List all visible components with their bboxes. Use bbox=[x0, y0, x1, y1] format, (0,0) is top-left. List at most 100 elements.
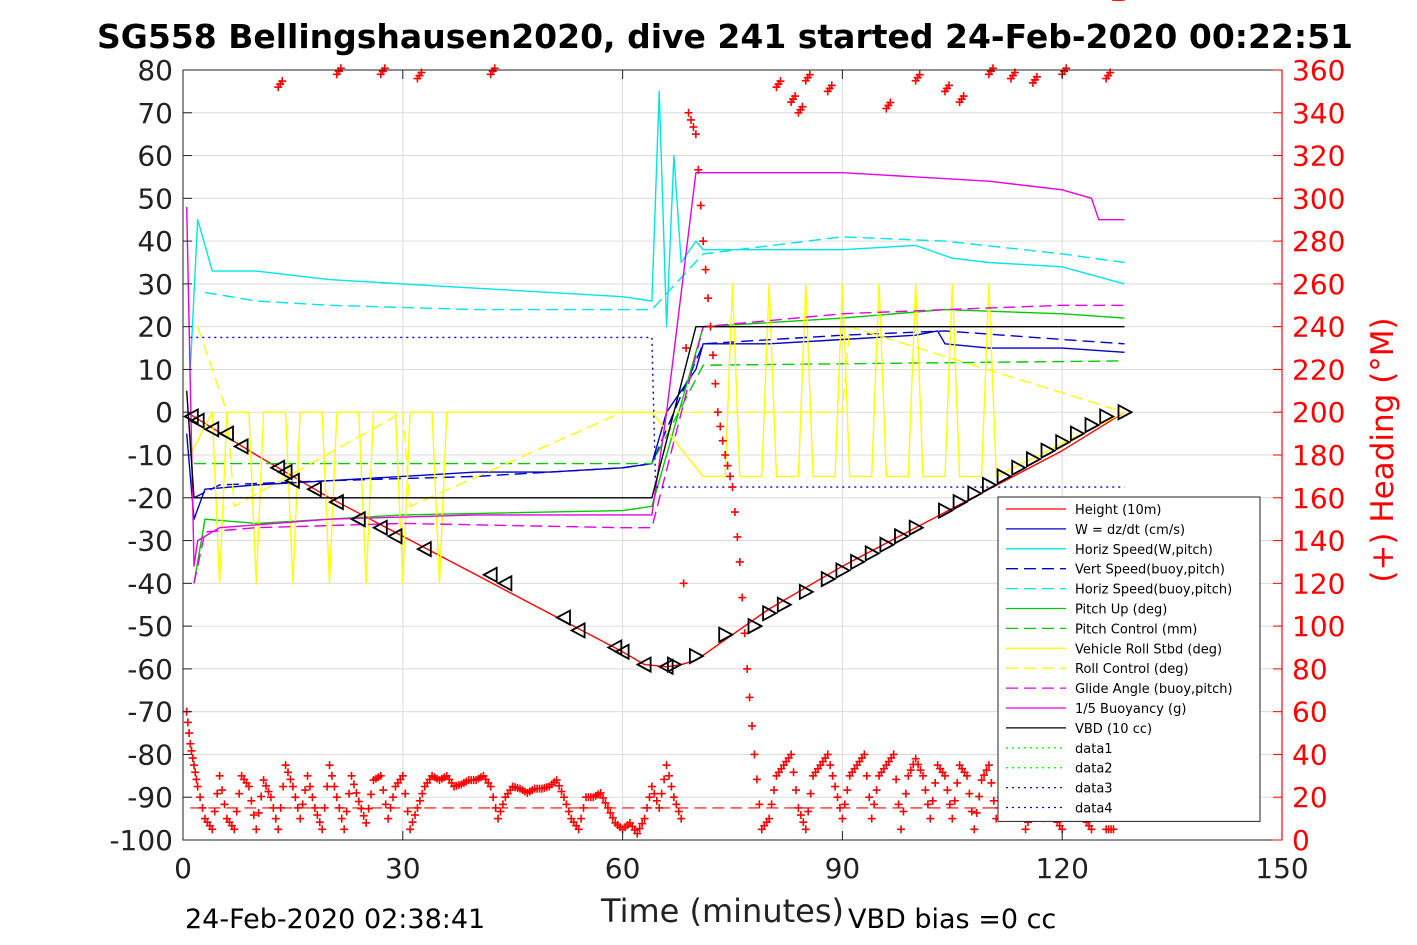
heading-point bbox=[682, 344, 691, 353]
position-marker bbox=[188, 412, 205, 430]
position-marker bbox=[203, 420, 220, 438]
y-right-tick-label: 100 bbox=[1292, 610, 1345, 643]
heading-point bbox=[865, 793, 874, 802]
heading-point bbox=[840, 800, 849, 809]
heading-point bbox=[254, 808, 263, 817]
heading-point bbox=[988, 64, 997, 73]
heading-point bbox=[213, 789, 222, 798]
heading-point bbox=[247, 796, 256, 805]
heading-point bbox=[364, 804, 373, 813]
heading-points bbox=[182, 0, 1125, 838]
heading-point bbox=[643, 803, 652, 812]
heading-point bbox=[413, 803, 422, 812]
heading-point bbox=[232, 807, 241, 816]
heading-point bbox=[1021, 825, 1030, 834]
position-marker bbox=[718, 626, 735, 644]
heading-point bbox=[342, 807, 351, 816]
heading-point bbox=[318, 825, 327, 834]
heading-point bbox=[696, 201, 705, 210]
heading-point bbox=[305, 782, 314, 791]
heading-point bbox=[735, 557, 744, 566]
heading-point bbox=[730, 508, 739, 517]
y-right-tick-label: 220 bbox=[1292, 353, 1345, 386]
position-marker bbox=[276, 463, 293, 481]
heading-point bbox=[1109, 825, 1118, 834]
heading-point bbox=[357, 804, 366, 813]
heading-point bbox=[411, 811, 420, 820]
heading-point bbox=[889, 750, 898, 759]
y-left-tick-label: -100 bbox=[109, 824, 173, 857]
footer-timestamp: 24-Feb-2020 02:38:41 bbox=[185, 904, 485, 935]
heading-point bbox=[262, 781, 271, 790]
heading-point bbox=[701, 265, 710, 274]
position-marker bbox=[1070, 425, 1086, 443]
heading-point bbox=[555, 781, 564, 790]
legend-entry: VBD (10 cc) bbox=[1075, 722, 1152, 737]
position-marker bbox=[1084, 416, 1101, 434]
heading-point bbox=[904, 771, 913, 780]
legend-entry: W = dz/dt (cm/s) bbox=[1075, 523, 1185, 538]
y-left-tick-label: 0 bbox=[155, 396, 173, 429]
series-line bbox=[186, 171, 1125, 567]
heading-point bbox=[601, 798, 610, 807]
y-right-tick-label: 260 bbox=[1292, 268, 1345, 301]
heading-point bbox=[599, 793, 608, 802]
legend-entry: Glide Angle (buoy,pitch) bbox=[1075, 682, 1233, 697]
position-marker bbox=[218, 425, 234, 443]
series-line bbox=[197, 326, 1125, 507]
x-tick-label: 30 bbox=[385, 852, 421, 885]
heading-point bbox=[918, 771, 927, 780]
heading-point bbox=[406, 825, 415, 834]
heading-point bbox=[738, 593, 747, 602]
heading-point bbox=[894, 800, 903, 809]
heading-point bbox=[230, 825, 239, 834]
position-marker bbox=[328, 493, 344, 511]
heading-point bbox=[274, 825, 283, 834]
heading-point bbox=[320, 803, 329, 812]
heading-point bbox=[198, 803, 207, 812]
heading-point bbox=[828, 771, 837, 780]
right-y-axis-label: (+) Heading (°M) bbox=[1365, 317, 1401, 582]
y-left-tick-label: 30 bbox=[137, 268, 173, 301]
heading-point bbox=[787, 750, 796, 759]
position-marker bbox=[232, 437, 249, 455]
position-marker bbox=[635, 656, 652, 674]
heading-point bbox=[791, 786, 800, 795]
heading-point bbox=[635, 824, 644, 833]
heading-point bbox=[915, 70, 924, 79]
heading-point bbox=[286, 775, 295, 784]
heading-point bbox=[185, 729, 194, 738]
y-left-tick-label: -10 bbox=[127, 439, 173, 472]
position-marker bbox=[864, 544, 881, 562]
heading-point bbox=[689, 123, 698, 132]
y-left-tick-label: -30 bbox=[127, 525, 173, 558]
heading-point bbox=[633, 829, 642, 838]
heading-point bbox=[362, 818, 371, 827]
heading-point bbox=[325, 761, 334, 770]
y-left-tick-label: -60 bbox=[127, 653, 173, 686]
heading-point bbox=[975, 792, 984, 801]
heading-point bbox=[921, 786, 930, 795]
position-marker bbox=[306, 480, 322, 498]
position-marker bbox=[415, 540, 432, 558]
heading-point bbox=[347, 771, 356, 780]
y-left-tick-label: 80 bbox=[137, 54, 173, 87]
heading-point bbox=[833, 793, 842, 802]
heading-point bbox=[984, 761, 993, 770]
heading-point bbox=[726, 472, 735, 481]
heading-point bbox=[669, 793, 678, 802]
y-right-tick-label: 160 bbox=[1292, 482, 1345, 515]
heading-point bbox=[923, 800, 932, 809]
heading-point bbox=[699, 237, 708, 246]
legend-entry: data3 bbox=[1075, 782, 1113, 797]
position-marker bbox=[776, 596, 793, 614]
heading-point bbox=[384, 814, 393, 823]
legend-entry: Height (10m) bbox=[1075, 503, 1161, 518]
heading-point bbox=[249, 811, 258, 820]
heading-point bbox=[713, 408, 722, 417]
legend-entry: Horiz Speed(buoy,pitch) bbox=[1075, 583, 1232, 598]
heading-point bbox=[235, 789, 244, 798]
heading-point bbox=[408, 818, 417, 827]
x-tick-label: 120 bbox=[1035, 852, 1088, 885]
position-marker bbox=[762, 604, 778, 622]
